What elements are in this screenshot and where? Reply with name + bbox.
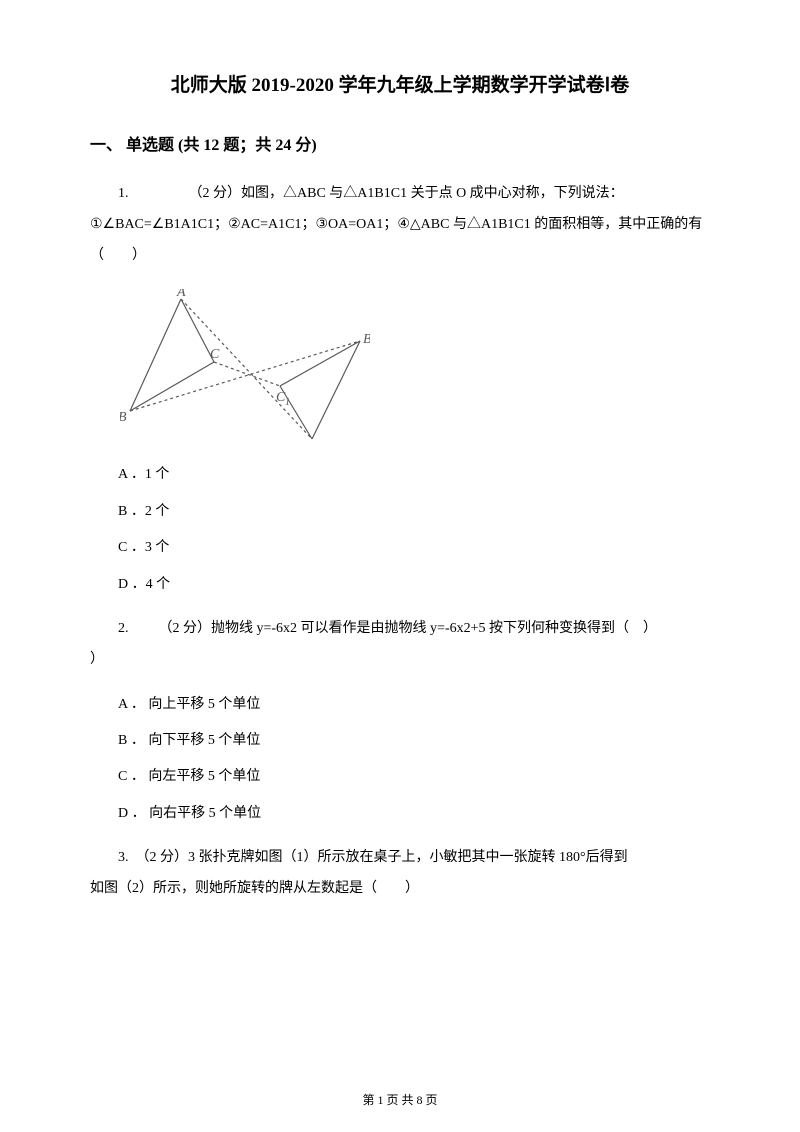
section-header: 一、 单选题 (共 12 题；共 24 分) <box>90 131 710 155</box>
q1-option-a: A ．1 个 <box>118 464 710 486</box>
svg-text:B: B <box>120 410 127 425</box>
q3-points: （2 分） <box>136 850 189 865</box>
q2-option-d: D ． 向右平移 5 个单位 <box>118 803 710 825</box>
q1-text-a: 如图，△ABC 与△A1B1C1 关于点 O 成中心对称，下列说法： <box>241 186 624 201</box>
q2-options: A ． 向上平移 5 个单位 B ． 向下平移 5 个单位 C ． 向左平移 5… <box>90 694 710 826</box>
q1-option-b: B ．2 个 <box>118 501 710 523</box>
q2-option-b: B ． 向下平移 5 个单位 <box>118 730 710 752</box>
q3-text-a: 3 张扑克牌如图（1）所示放在桌子上，小敏把其中一张旋转 180°后得到 <box>188 850 628 865</box>
q1-points: （2 分） <box>189 186 242 201</box>
svg-text:A: A <box>176 289 186 300</box>
question-3: 3. （2 分）3 张扑克牌如图（1）所示放在桌子上，小敏把其中一张旋转 180… <box>90 843 710 905</box>
q1-num: 1. <box>118 186 129 201</box>
question-2: 2. （2 分）抛物线 y=-6x2 可以看作是由抛物线 y=-6x2+5 按下列… <box>90 614 710 676</box>
q2-option-a: A ． 向上平移 5 个单位 <box>118 694 710 716</box>
q1-option-c: C ．3 个 <box>118 537 710 559</box>
question-1: 1. （2 分）如图，△ABC 与△A1B1C1 关于点 O 成中心对称，下列说法… <box>90 179 710 271</box>
q1-text-b: ①∠BAC=∠B1A1C1；②AC=A1C1；③OA=OA1；④△ABC 与△A… <box>90 210 710 272</box>
svg-text:1: 1 <box>285 397 290 408</box>
q1-options: A ．1 个 B ．2 个 C ．3 个 D ．4 个 <box>90 464 710 596</box>
page-title: 北师大版 2019-2020 学年九年级上学期数学开学试卷Ⅰ卷 <box>90 70 710 97</box>
q2-text: 抛物线 y=-6x2 可以看作是由抛物线 y=-6x2+5 按下列何种变换得到（… <box>211 621 657 636</box>
q2-num: 2. <box>118 621 129 636</box>
q3-text-b: 如图（2）所示，则她所旋转的牌从左数起是（ ） <box>90 874 710 905</box>
svg-text:A: A <box>309 442 319 444</box>
svg-text:C: C <box>210 347 220 362</box>
svg-text:B: B <box>363 332 370 347</box>
page-footer: 第 1 页 共 8 页 <box>90 1091 710 1108</box>
q1-figure: ABCB1A1C1 <box>120 289 710 444</box>
q2-option-c: C ． 向左平移 5 个单位 <box>118 766 710 788</box>
q2-points: （2 分） <box>159 621 212 636</box>
q3-num: 3. <box>118 850 129 865</box>
q1-option-d: D ．4 个 <box>118 574 710 596</box>
